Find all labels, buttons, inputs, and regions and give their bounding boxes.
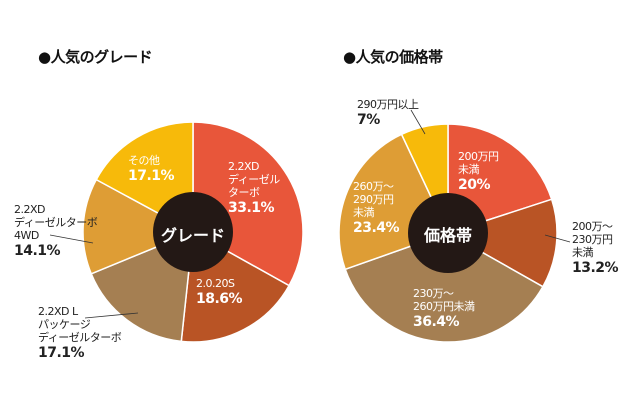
slice-label: 2.2XD ディーゼルターボ 4WD 14.1% [14, 203, 98, 260]
grade-chart-title: ●人気のグレード [38, 48, 153, 66]
slice-label-text: 200万円未満 [458, 150, 499, 176]
pie-slice [446, 198, 558, 288]
slice-label-line: 4WD [14, 229, 39, 242]
price-chart-title: ●人気の価格帯 [343, 48, 443, 66]
leader-line [84, 312, 139, 319]
slice-label: 200万〜230万円未満 13.2% [572, 220, 619, 277]
slice-value: 17.1% [128, 168, 175, 184]
leader-line [544, 234, 571, 243]
slice-label-line: 2.0.20S [196, 277, 235, 290]
slice-value: 36.4% [413, 314, 460, 330]
slice-value: 23.4% [353, 220, 400, 236]
slice-label: 200万円未満 20% [458, 150, 502, 194]
leader-line [49, 234, 94, 244]
slice-label-text: 260万〜290万円未満 [353, 180, 394, 219]
slice-label: 260万〜290万円未満 23.4% [353, 180, 400, 237]
slice-label-line: その他 [128, 154, 160, 167]
slice-label-text: 200万〜230万円未満 [572, 220, 613, 259]
slice-label-text: 230万〜260万円未満 [413, 287, 475, 313]
donut-center [153, 192, 233, 272]
slice-label-line: 290万円以上 [357, 98, 419, 111]
slice-value: 14.1% [14, 243, 61, 259]
slice-label: 230万〜260万円未満 36.4% [413, 287, 479, 331]
pie-slice [82, 178, 195, 275]
pie-slice [344, 232, 544, 343]
slice-label: 2.0.20S 18.6% [196, 277, 243, 308]
slice-value: 33.1% [228, 200, 275, 216]
donut-center [408, 193, 488, 273]
slice-value: 20% [458, 177, 491, 193]
slice-label-line: ディーゼル [228, 173, 280, 186]
grade-center-label: グレード [160, 226, 225, 245]
leader-line [410, 109, 426, 135]
slice-label-line: ディーゼルターボ [14, 216, 98, 229]
slice-label-line: 2.2XD [228, 160, 259, 173]
slice-label: 290万円以上 7% [357, 98, 419, 129]
slice-label-line: 2.2XD L [38, 305, 78, 318]
slice-label-line: ディーゼルターボ [38, 331, 122, 344]
slice-label: その他 17.1% [128, 154, 175, 185]
slice-value: 17.1% [38, 345, 85, 361]
slice-label-line: 2.2XD [14, 203, 46, 216]
slice-label: 2.2XD L パッケージ ディーゼルターボ 17.1% [38, 305, 122, 362]
slice-label-line: ターボ [228, 186, 260, 199]
slice-label: 2.2XD ディーゼル ターボ 33.1% [228, 160, 280, 217]
slice-value: 7% [357, 112, 380, 128]
price-center-label: 価格帯 [423, 226, 472, 245]
slice-label-line: パッケージ [38, 318, 91, 331]
slice-value: 18.6% [196, 291, 243, 307]
slice-value: 13.2% [572, 260, 619, 276]
